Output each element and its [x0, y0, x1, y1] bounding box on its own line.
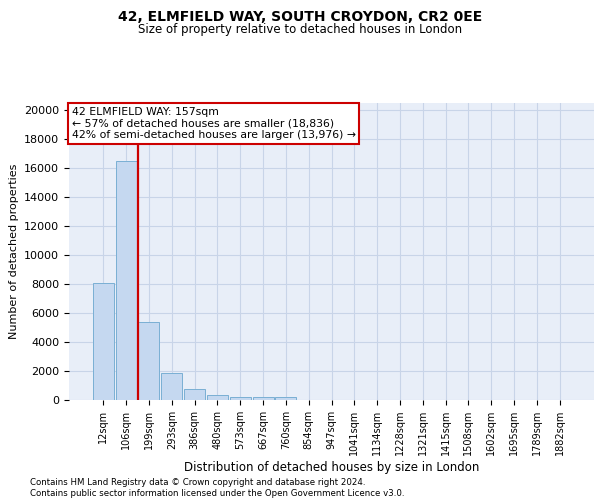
Bar	[230, 396, 251, 400]
Bar	[207, 395, 228, 400]
Text: Size of property relative to detached houses in London: Size of property relative to detached ho…	[138, 22, 462, 36]
Text: 42 ELMFIELD WAY: 157sqm
← 57% of detached houses are smaller (18,836)
42% of sem: 42 ELMFIELD WAY: 157sqm ← 57% of detache…	[71, 107, 356, 140]
Bar	[253, 397, 274, 400]
Bar	[139, 322, 160, 400]
Text: Contains HM Land Registry data © Crown copyright and database right 2024.
Contai: Contains HM Land Registry data © Crown c…	[30, 478, 404, 498]
Bar	[184, 389, 205, 400]
Text: 42, ELMFIELD WAY, SOUTH CROYDON, CR2 0EE: 42, ELMFIELD WAY, SOUTH CROYDON, CR2 0EE	[118, 10, 482, 24]
Y-axis label: Number of detached properties: Number of detached properties	[8, 164, 19, 339]
Bar	[93, 283, 114, 400]
Bar	[161, 373, 182, 400]
X-axis label: Distribution of detached houses by size in London: Distribution of detached houses by size …	[184, 461, 479, 474]
Bar	[275, 397, 296, 400]
Bar	[116, 160, 137, 400]
